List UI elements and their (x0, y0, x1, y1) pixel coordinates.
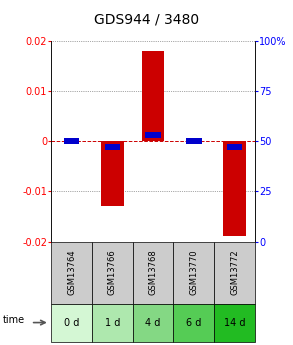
Bar (105, 145, 120, 150)
Bar (214, 304, 255, 342)
Text: 4 d: 4 d (145, 318, 161, 327)
Text: 6 d: 6 d (186, 318, 202, 327)
Bar (173, 304, 214, 342)
Bar (64, 138, 79, 145)
Bar (227, 145, 242, 150)
Text: 0 d: 0 d (64, 318, 79, 327)
Bar (92, 304, 133, 342)
Text: GSM13770: GSM13770 (189, 250, 198, 295)
Text: GSM13764: GSM13764 (67, 250, 76, 295)
Text: time: time (3, 315, 25, 325)
Bar (223, 141, 246, 237)
Bar (101, 141, 124, 206)
Bar (92, 241, 133, 304)
Text: 14 d: 14 d (224, 318, 245, 327)
Bar (173, 241, 214, 304)
Bar (133, 241, 173, 304)
Bar (186, 138, 202, 145)
Text: GSM13766: GSM13766 (108, 250, 117, 295)
Bar (51, 304, 92, 342)
Text: GSM13768: GSM13768 (149, 250, 158, 295)
Text: 1 d: 1 d (105, 318, 120, 327)
Bar (145, 132, 161, 138)
Text: GDS944 / 3480: GDS944 / 3480 (94, 12, 199, 26)
Bar (51, 241, 92, 304)
Text: GSM13772: GSM13772 (230, 250, 239, 295)
Bar (133, 304, 173, 342)
Bar (142, 51, 164, 141)
Bar (214, 241, 255, 304)
